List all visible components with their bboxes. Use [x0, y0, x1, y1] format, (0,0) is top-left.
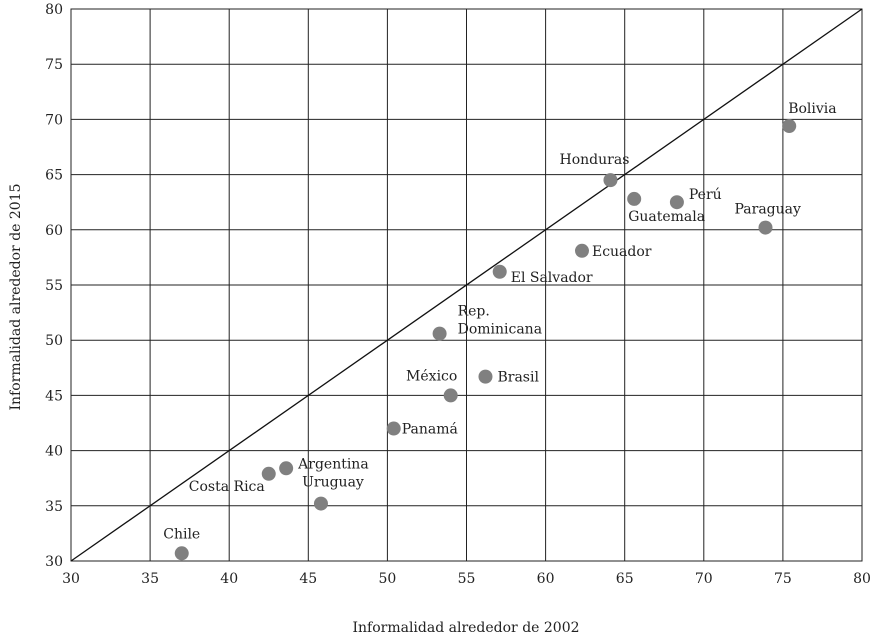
y-tick-label: 55: [45, 278, 63, 294]
data-point: [603, 173, 618, 188]
y-tick-label: 35: [45, 499, 63, 515]
point-label: Uruguay: [302, 475, 364, 491]
x-tick-label: 50: [378, 571, 396, 587]
point-label: México: [406, 368, 457, 384]
y-axis-title: Informalidad alrededor de 2015: [8, 183, 24, 410]
point-label: Guatemala: [628, 209, 705, 225]
point-label: Rep. Dominicana: [458, 304, 542, 338]
data-point: [261, 466, 276, 481]
reference-line-group: [70, 8, 863, 562]
reference-line: [70, 8, 863, 562]
x-tick-label: 55: [458, 571, 476, 587]
point-label: Paraguay: [734, 202, 801, 218]
point-label: Honduras: [560, 152, 630, 168]
x-tick-label: 80: [853, 571, 871, 587]
data-point: [478, 369, 493, 384]
point-label: Brasil: [497, 370, 539, 386]
data-point: [627, 191, 642, 206]
x-tick-label: 70: [695, 571, 713, 587]
data-point: [279, 461, 294, 476]
x-tick-label: 60: [537, 571, 555, 587]
y-tick-label: 45: [45, 388, 63, 404]
data-point: [782, 119, 797, 134]
y-tick-label: 50: [45, 333, 63, 349]
x-tick-label: 35: [141, 571, 159, 587]
x-tick-label: 65: [616, 571, 634, 587]
data-point: [174, 546, 189, 561]
point-label: Panamá: [402, 422, 458, 438]
x-tick-label: 30: [62, 571, 80, 587]
grid-lines: [70, 8, 863, 562]
data-point: [432, 326, 447, 341]
x-tick-labels: 30 35 40 45 50 55 60 65 70 75 80: [62, 571, 871, 587]
data-point: [574, 243, 589, 258]
y-tick-label: 30: [45, 554, 63, 570]
point-labels: Bolivia Honduras Guatemala Perú Paraguay Ecua…: [163, 101, 836, 542]
y-tick-label: 60: [45, 223, 63, 239]
y-tick-label: 75: [45, 57, 63, 73]
data-point: [669, 195, 684, 210]
y-tick-label: 40: [45, 444, 63, 460]
point-label: Argentina: [297, 456, 369, 472]
point-label: Bolivia: [788, 101, 836, 117]
data-point: [758, 220, 773, 235]
point-label: Costa Rica: [189, 479, 265, 495]
plot-frame: [70, 8, 863, 562]
data-point: [386, 421, 401, 436]
x-tick-label: 45: [299, 571, 317, 587]
x-axis-title: Informalidad alrededor de 2002: [352, 620, 579, 636]
data-point: [313, 496, 328, 511]
y-tick-labels: 30 35 40 45 50 55 60 65 70 75 80: [45, 2, 63, 570]
point-label: Perú: [689, 187, 722, 203]
point-label: Ecuador: [592, 244, 652, 260]
x-tick-label: 75: [774, 571, 792, 587]
data-points: [174, 119, 797, 561]
point-label: El Salvador: [511, 270, 593, 286]
y-tick-label: 70: [45, 112, 63, 128]
data-point: [492, 264, 507, 279]
point-label: Chile: [163, 526, 200, 542]
y-tick-label: 80: [45, 2, 63, 18]
data-point: [443, 388, 458, 403]
x-tick-label: 40: [220, 571, 238, 587]
y-tick-label: 65: [45, 168, 63, 184]
